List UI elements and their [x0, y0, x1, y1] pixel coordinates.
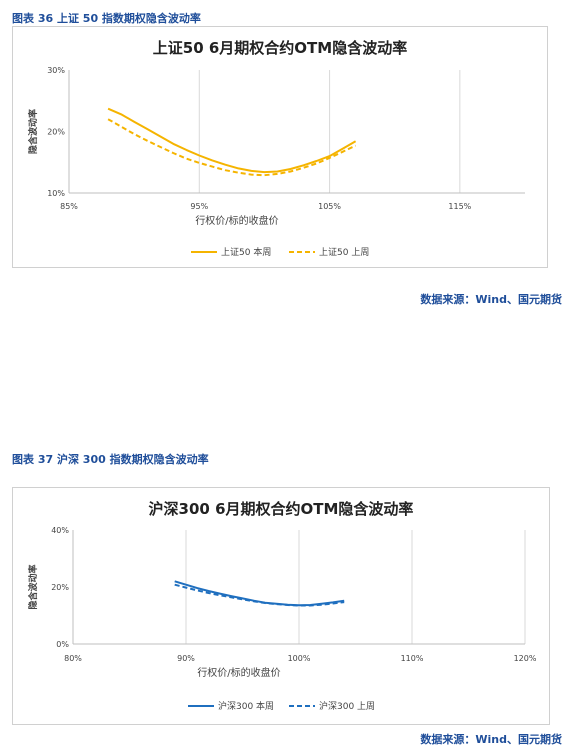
y-tick-label: 0%: [56, 640, 69, 649]
y-axis-title: 隐含波动率: [27, 109, 39, 154]
legend-label: 上证50 上周: [319, 247, 369, 258]
y-axis-title: 隐含波动率: [27, 564, 39, 609]
x-tick-label: 105%: [318, 202, 341, 211]
y-tick-label: 20%: [47, 128, 65, 137]
series-line: [174, 580, 345, 607]
series-line: [107, 118, 357, 177]
series-line: [107, 107, 357, 174]
y-tick-label: 30%: [47, 66, 65, 75]
figure-36-source: 数据来源：Wind、国元期货: [420, 293, 562, 306]
x-axis-title: 行权价/标的收盘价: [195, 214, 278, 227]
x-tick-label: 85%: [60, 202, 78, 211]
figure-36-chart-title: 上证50 6月期权合约OTM隐含波动率: [152, 39, 408, 57]
figure-37-chart-title: 沪深300 6月期权合约OTM隐含波动率: [148, 500, 414, 518]
x-tick-label: 100%: [288, 654, 311, 663]
figure-37-panel: 沪深300 6月期权合约OTM隐含波动率 0% 20% 40% 80% 90% 100% 1…: [12, 487, 550, 725]
legend-label: 上证50 本周: [221, 246, 271, 258]
y-tick-label: 10%: [47, 189, 65, 198]
y-tick-label: 20%: [51, 583, 69, 592]
figure-37-source: 数据来源：Wind、国元期货: [420, 733, 562, 746]
y-tick-label: 40%: [51, 526, 69, 535]
x-tick-label: 95%: [190, 202, 208, 211]
x-axis-title: 行权价/标的收盘价: [197, 666, 280, 679]
figure-36-caption: 图表 36 上证 50 指数期权隐含波动率: [12, 12, 201, 25]
x-tick-label: 110%: [401, 654, 424, 663]
legend-label: 沪深300 本周: [218, 700, 274, 712]
x-tick-label: 80%: [64, 654, 82, 663]
figure-36-panel: 上证50 6月期权合约OTM隐含波动率 10% 20% 30% 85% 95% 105% 1…: [12, 26, 548, 268]
x-tick-label: 115%: [448, 202, 471, 211]
figure-37-caption: 图表 37 沪深 300 指数期权隐含波动率: [12, 453, 209, 466]
legend-label: 沪深300 上周: [319, 700, 375, 712]
figure-37-chart: 0% 20% 40% 80% 90% 100% 110% 120% 行权价/标的收盘价 隐含波动率…: [27, 526, 537, 712]
x-tick-label: 120%: [514, 654, 537, 663]
x-tick-label: 90%: [177, 654, 195, 663]
figure-36-chart: 10% 20% 30% 85% 95% 105% 115% 行权价/标的收盘价 隐含波动率上证5…: [27, 66, 525, 258]
